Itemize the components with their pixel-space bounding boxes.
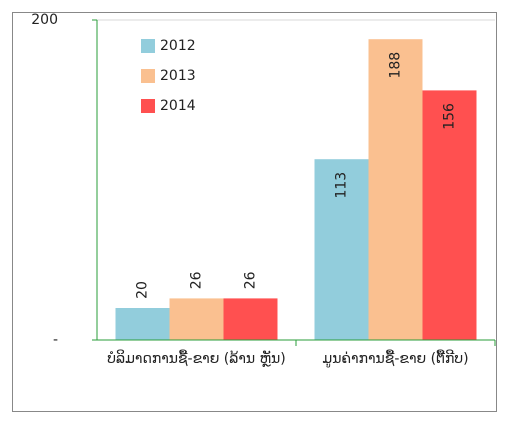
legend-label: 2014 <box>160 98 196 114</box>
x-tick-label: ມູນຄ່າການຊື້-ຂາຍ (ຕື້ກີບ) <box>322 351 469 367</box>
bar <box>314 159 369 340</box>
y-tick-label: - <box>53 332 58 348</box>
legend-label: 2012 <box>160 38 196 54</box>
legend-label: 2013 <box>160 68 196 84</box>
bar <box>368 39 423 340</box>
data-label: 20 <box>135 281 151 299</box>
x-tick-label: ບໍລິມາດການຊື້-ຂາຍ (ລ້ານ ຫຼັນ) <box>107 351 286 367</box>
data-label: 156 <box>442 103 458 130</box>
y-tick-label: 200 <box>31 12 58 28</box>
bar <box>115 308 170 340</box>
legend-swatch <box>141 99 155 113</box>
legend-swatch <box>141 69 155 83</box>
bar <box>422 90 477 341</box>
data-label: 26 <box>189 271 205 289</box>
data-label: 113 <box>334 172 350 199</box>
data-label: 188 <box>388 52 404 79</box>
legend-swatch <box>141 39 155 53</box>
data-label: 26 <box>243 271 259 289</box>
chart-border <box>12 12 497 412</box>
bar <box>169 298 224 340</box>
bar <box>223 298 278 340</box>
